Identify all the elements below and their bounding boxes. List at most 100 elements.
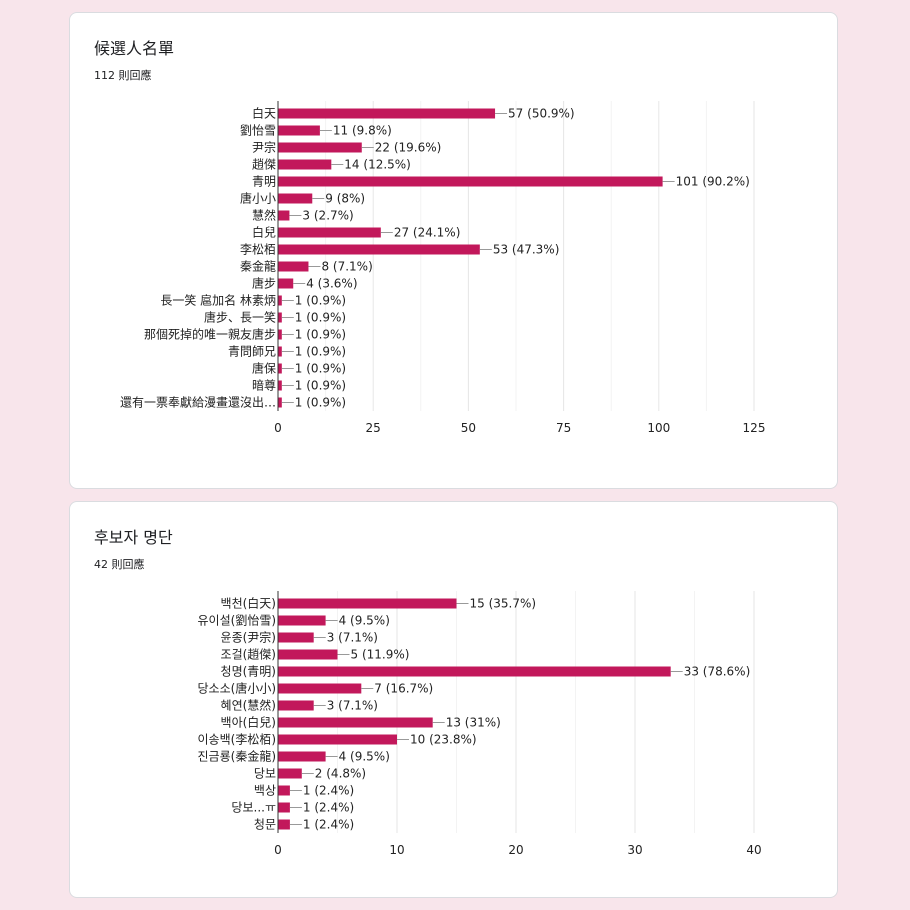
bar: [278, 802, 290, 813]
bar: [278, 666, 671, 677]
x-tick-label: 25: [366, 421, 381, 435]
chart-card-candidates-zh: 候選人名單 112 則回應 白天 57 (50.9%) 劉怡雪 11 (9.8%) 尹宗…: [69, 12, 838, 489]
x-tick-label: 20: [508, 843, 523, 857]
bar: [278, 125, 320, 136]
bar: [278, 329, 282, 340]
bar: [278, 380, 282, 391]
response-count: 42 則回應: [94, 558, 145, 571]
card-title: 후보자 명단: [94, 528, 173, 547]
data-label: 22 (19.6%): [375, 141, 442, 155]
data-label: 9 (8%): [325, 192, 365, 206]
category-label: 白天: [252, 106, 276, 121]
data-label: 11 (9.8%): [333, 124, 392, 138]
bar: [278, 193, 313, 204]
data-label: 3 (2.7%): [302, 209, 353, 223]
bar: [278, 615, 326, 626]
category-label: 청문: [254, 818, 276, 832]
x-tick-label: 125: [743, 421, 766, 435]
bar: [278, 108, 496, 119]
category-label: 那個死掉的唯一親友唐步: [144, 327, 276, 342]
bar: [278, 751, 326, 762]
data-label: 1 (0.9%): [295, 345, 346, 359]
bar: [278, 598, 457, 609]
category-label: 劉怡雪: [240, 123, 276, 138]
x-tick-label: 50: [461, 421, 476, 435]
bar: [278, 278, 294, 289]
x-tick-label: 75: [556, 421, 571, 435]
category-label: 暗尊: [252, 378, 276, 393]
bar: [278, 244, 480, 255]
bar: [278, 210, 290, 221]
bar: [278, 363, 282, 374]
bar: [278, 176, 663, 187]
data-label: 4 (3.6%): [306, 277, 357, 291]
data-label: 5 (11.9%): [351, 648, 410, 662]
data-label: 1 (2.4%): [303, 784, 354, 798]
data-label: 10 (23.8%): [410, 733, 477, 747]
category-label: 백천(白天): [221, 596, 276, 611]
category-label: 青明: [252, 175, 276, 189]
category-label: 李松栢: [240, 242, 276, 257]
bar: [278, 261, 309, 272]
category-label: 唐保: [252, 361, 276, 376]
data-label: 3 (7.1%): [327, 631, 378, 645]
bar: [278, 785, 290, 796]
bar: [278, 683, 362, 694]
data-label: 1 (0.9%): [295, 311, 346, 325]
category-label: 慧然: [252, 208, 276, 223]
category-label: 윤종(尹宗): [221, 630, 276, 645]
bar: [278, 142, 362, 153]
category-label: 青問師兄: [228, 345, 276, 359]
response-count: 112 則回應: [94, 69, 152, 82]
category-label: 당보...ㅠ: [231, 801, 276, 815]
data-label: 57 (50.9%): [508, 107, 575, 121]
data-label: 15 (35.7%): [470, 597, 537, 611]
bar: [278, 227, 381, 238]
data-label: 1 (0.9%): [295, 379, 346, 393]
bar: [278, 819, 290, 830]
bar-chart: 백천(白天) 15 (35.7%) 유이설(劉怡雪) 4 (9.5%) 윤종(尹宗) 3 …: [198, 591, 762, 857]
category-label: 진금룡(秦金龍): [198, 749, 276, 764]
bar: [278, 159, 332, 170]
data-label: 4 (9.5%): [339, 750, 390, 764]
data-label: 7 (16.7%): [374, 682, 433, 696]
category-label: 혜연(慧然): [221, 698, 276, 713]
category-label: 唐小小: [240, 191, 276, 206]
category-label: 還有一票奉獻給漫畫還沒出…: [120, 395, 276, 410]
category-label: 청명(青明): [221, 665, 276, 679]
data-label: 27 (24.1%): [394, 226, 461, 240]
category-label: 白兒: [252, 225, 276, 240]
bar: [278, 700, 314, 711]
category-label: 이송백(李松栢): [198, 732, 276, 747]
data-label: 1 (2.4%): [303, 801, 354, 815]
category-label: 尹宗: [252, 140, 276, 155]
data-label: 1 (0.9%): [295, 396, 346, 410]
x-tick-label: 0: [274, 421, 282, 435]
category-label: 唐步、長一笑: [204, 310, 276, 325]
data-label: 101 (90.2%): [676, 175, 750, 189]
x-tick-label: 40: [746, 843, 761, 857]
bar: [278, 734, 397, 745]
data-label: 4 (9.5%): [339, 614, 390, 628]
category-label: 당소소(唐小小): [198, 681, 276, 696]
category-label: 조걸(趙傑): [221, 647, 276, 662]
x-tick-label: 30: [627, 843, 642, 857]
data-label: 14 (12.5%): [344, 158, 411, 172]
category-label: 秦金龍: [240, 259, 276, 274]
bar: [278, 632, 314, 643]
data-label: 2 (4.8%): [315, 767, 366, 781]
data-label: 1 (0.9%): [295, 362, 346, 376]
bar: [278, 312, 282, 323]
category-label: 長一笑 扈加名 林素炳: [160, 293, 276, 308]
x-tick-label: 100: [647, 421, 670, 435]
data-label: 8 (7.1%): [321, 260, 372, 274]
bar: [278, 768, 302, 779]
bar: [278, 346, 282, 357]
category-label: 유이설(劉怡雪): [198, 613, 276, 628]
x-tick-label: 0: [274, 843, 282, 857]
category-label: 당보: [254, 767, 276, 781]
data-label: 1 (0.9%): [295, 328, 346, 342]
bar: [278, 717, 433, 728]
x-tick-label: 10: [389, 843, 404, 857]
bar: [278, 649, 338, 660]
